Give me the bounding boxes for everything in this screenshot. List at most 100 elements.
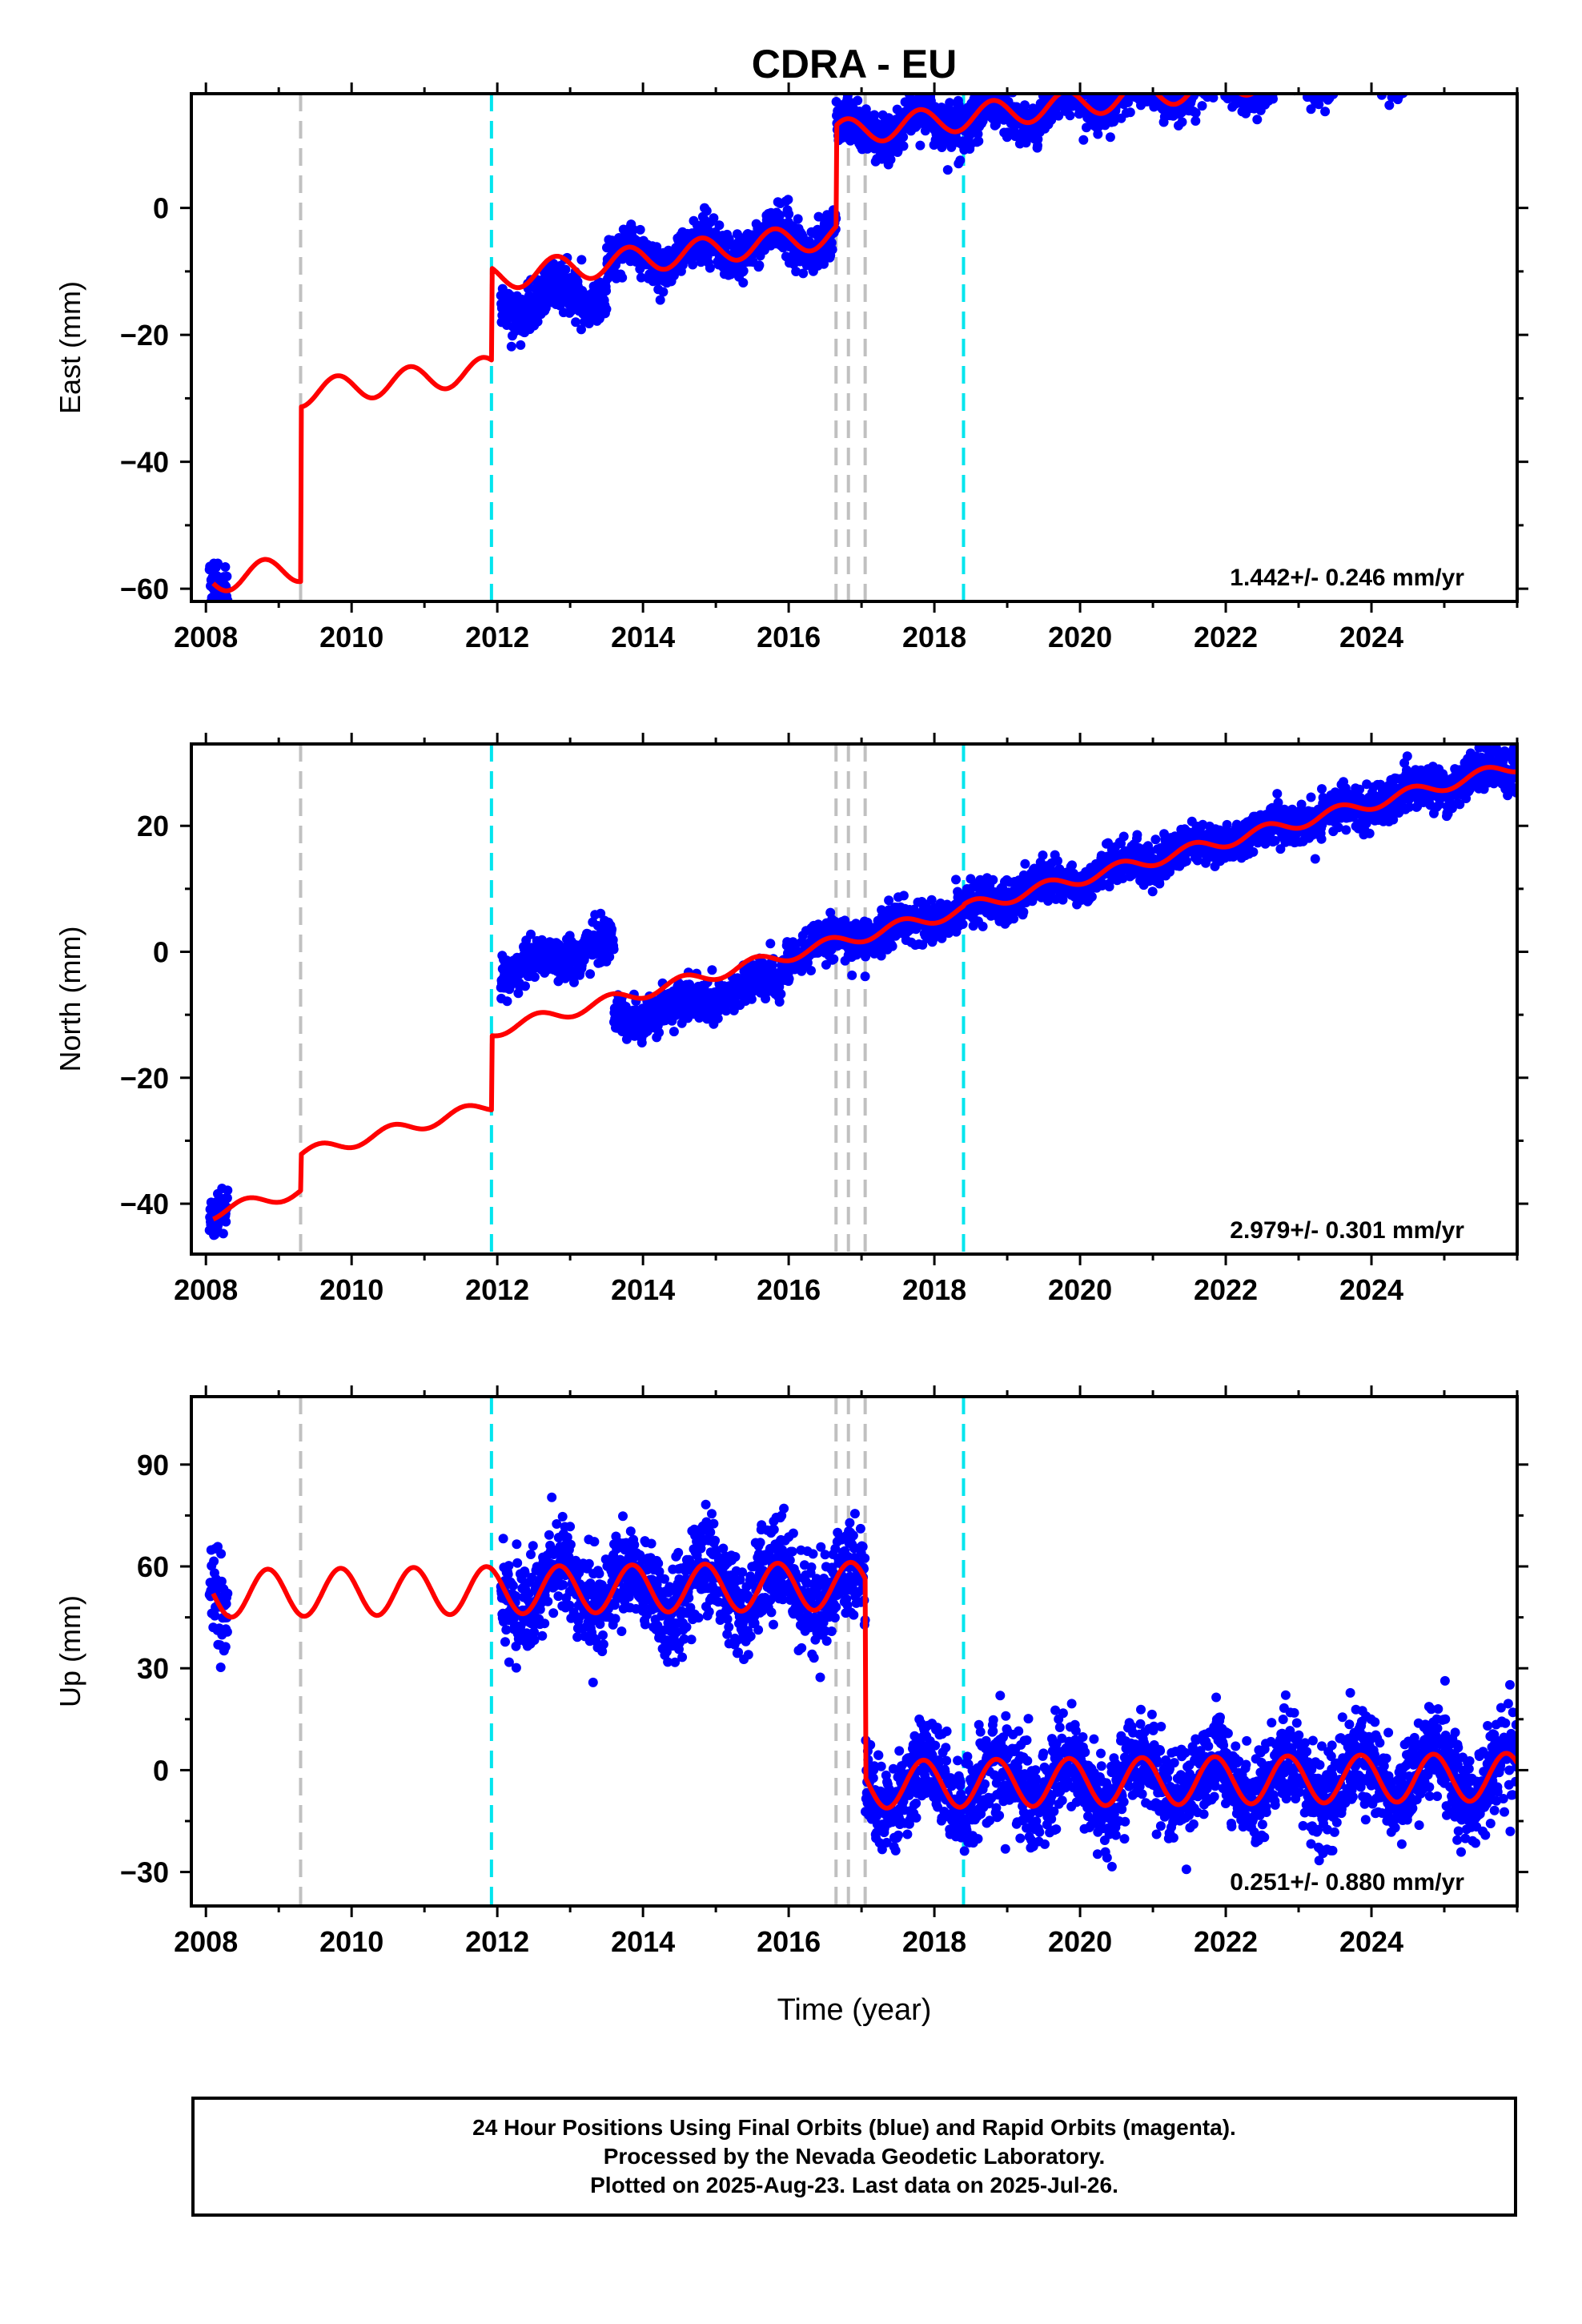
data-point bbox=[1201, 65, 1211, 74]
data-point bbox=[1502, 16, 1512, 26]
data-point bbox=[1266, 65, 1275, 74]
data-point bbox=[1123, 83, 1133, 93]
data-point bbox=[1279, 68, 1288, 78]
data-point bbox=[1318, 71, 1327, 81]
data-point bbox=[1439, 30, 1449, 40]
data-point bbox=[1207, 68, 1216, 78]
data-point bbox=[1464, 50, 1473, 60]
data-point bbox=[1038, 850, 1048, 860]
data-point bbox=[1455, 74, 1464, 83]
data-point bbox=[1470, 44, 1480, 54]
data-point bbox=[1498, 38, 1508, 47]
data-point bbox=[1511, 25, 1520, 34]
data-point bbox=[1165, 82, 1174, 91]
data-point bbox=[1335, 52, 1345, 62]
x-tick-label: 2012 bbox=[465, 621, 529, 653]
data-point bbox=[1397, 56, 1407, 66]
data-point bbox=[977, 82, 986, 91]
data-point bbox=[1068, 81, 1078, 90]
data-point bbox=[1432, 46, 1442, 56]
data-point bbox=[1427, 23, 1437, 33]
data-point bbox=[1153, 78, 1162, 88]
data-point bbox=[1363, 44, 1372, 54]
data-point bbox=[1150, 82, 1159, 91]
data-point bbox=[1502, 32, 1512, 42]
data-point bbox=[1302, 82, 1311, 92]
data-point bbox=[1226, 62, 1235, 71]
data-point bbox=[1496, 25, 1506, 34]
data-point bbox=[1438, 63, 1447, 73]
data-point bbox=[1443, 70, 1453, 80]
data-point bbox=[1125, 82, 1134, 92]
data-point bbox=[1431, 31, 1441, 41]
data-point bbox=[1196, 65, 1206, 74]
data-point bbox=[1451, 67, 1460, 77]
data-point bbox=[1198, 74, 1207, 84]
data-point bbox=[1362, 36, 1371, 46]
data-point bbox=[1445, 50, 1455, 59]
data-point bbox=[1327, 77, 1337, 86]
data-point bbox=[520, 981, 530, 991]
data-point bbox=[1358, 58, 1367, 68]
data-point bbox=[1331, 67, 1341, 77]
data-point bbox=[1344, 51, 1354, 61]
data-point bbox=[1287, 50, 1296, 59]
data-point bbox=[1335, 66, 1344, 76]
data-point bbox=[1491, 44, 1500, 54]
data-point bbox=[1371, 67, 1381, 77]
data-point bbox=[1299, 57, 1308, 66]
data-point bbox=[898, 141, 909, 151]
data-point bbox=[1344, 56, 1354, 66]
data-point bbox=[1331, 78, 1341, 87]
data-point bbox=[885, 155, 896, 165]
data-point bbox=[1420, 40, 1430, 50]
data-point bbox=[1232, 70, 1242, 79]
data-point bbox=[1434, 39, 1443, 49]
data-point bbox=[714, 220, 725, 231]
data-point bbox=[1432, 22, 1442, 31]
data-point bbox=[1216, 67, 1226, 77]
data-point bbox=[1244, 79, 1254, 89]
data-point bbox=[1389, 68, 1399, 78]
data-point bbox=[1396, 73, 1406, 82]
data-point bbox=[1265, 58, 1275, 67]
data-point bbox=[1415, 61, 1424, 70]
data-point bbox=[1279, 66, 1289, 75]
data-point bbox=[1472, 59, 1481, 69]
data-point bbox=[1065, 111, 1075, 121]
data-point bbox=[1052, 78, 1062, 87]
data-point bbox=[1150, 82, 1159, 91]
data-point bbox=[1504, 22, 1513, 31]
data-point bbox=[585, 969, 596, 979]
data-point bbox=[1458, 49, 1468, 58]
data-point bbox=[1317, 84, 1327, 94]
data-point bbox=[1257, 78, 1267, 87]
data-point bbox=[1054, 73, 1064, 82]
data-point bbox=[1349, 56, 1359, 66]
data-point bbox=[1474, 63, 1484, 73]
data-point bbox=[1268, 94, 1278, 104]
data-point bbox=[1406, 60, 1415, 70]
data-point bbox=[1126, 51, 1136, 61]
data-point bbox=[1338, 56, 1347, 66]
data-point bbox=[1409, 69, 1419, 78]
data-point bbox=[898, 132, 909, 143]
data-point bbox=[1441, 60, 1451, 70]
data-point bbox=[1345, 62, 1355, 71]
data-point bbox=[1283, 50, 1292, 60]
data-point bbox=[1192, 81, 1202, 90]
data-point bbox=[1129, 78, 1138, 87]
data-point bbox=[1419, 47, 1428, 57]
data-point bbox=[1342, 55, 1351, 65]
data-point bbox=[988, 71, 998, 81]
data-point bbox=[1509, 31, 1519, 41]
data-point bbox=[1440, 55, 1450, 65]
data-point bbox=[1219, 44, 1228, 54]
data-point bbox=[1337, 64, 1347, 74]
data-point bbox=[1477, 28, 1487, 38]
data-point bbox=[1126, 68, 1136, 78]
data-point bbox=[1264, 78, 1274, 87]
data-point bbox=[1443, 34, 1453, 43]
data-point bbox=[1456, 55, 1465, 65]
data-point bbox=[1269, 46, 1279, 55]
